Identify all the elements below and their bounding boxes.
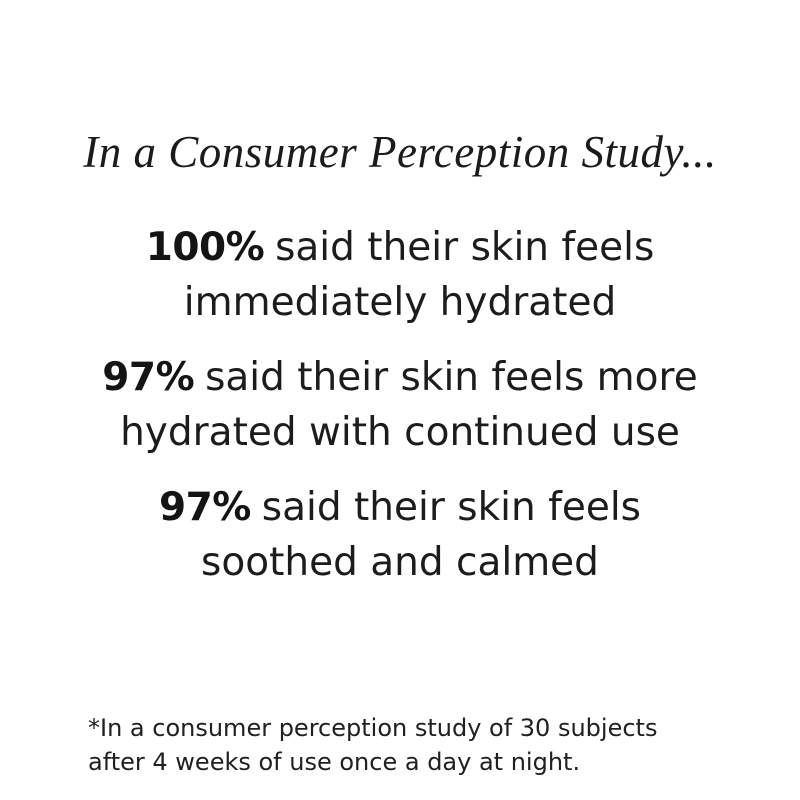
disclaimer-line1: *In a consumer perception study of 30 su… <box>88 714 658 742</box>
stat-percentage: 100% <box>145 225 265 270</box>
stat-text-line2: immediately hydrated <box>183 280 617 325</box>
disclaimer-line2: after 4 weeks of use once a day at night… <box>88 748 581 776</box>
stat-percentage: 97% <box>159 485 251 530</box>
study-disclaimer: *In a consumer perception study of 30 su… <box>88 711 728 779</box>
stat-soothed-calmed: 97% said their skin feels soothed and cal… <box>0 480 800 590</box>
stat-text-line1: said their skin feels more <box>205 355 698 400</box>
stat-text-line1: said their skin feels <box>275 225 655 270</box>
stat-hydrated-continued-use: 97% said their skin feels more hydrated w… <box>0 350 800 460</box>
stat-text-line2: hydrated with continued use <box>120 410 680 455</box>
stat-text-line1: said their skin feels <box>261 485 641 530</box>
stat-text-line2: soothed and calmed <box>201 540 599 585</box>
study-title: In a Consumer Perception Study... <box>83 127 717 177</box>
stat-immediately-hydrated: 100% said their skin feels immediately hy… <box>0 220 800 330</box>
stat-percentage: 97% <box>102 355 195 400</box>
